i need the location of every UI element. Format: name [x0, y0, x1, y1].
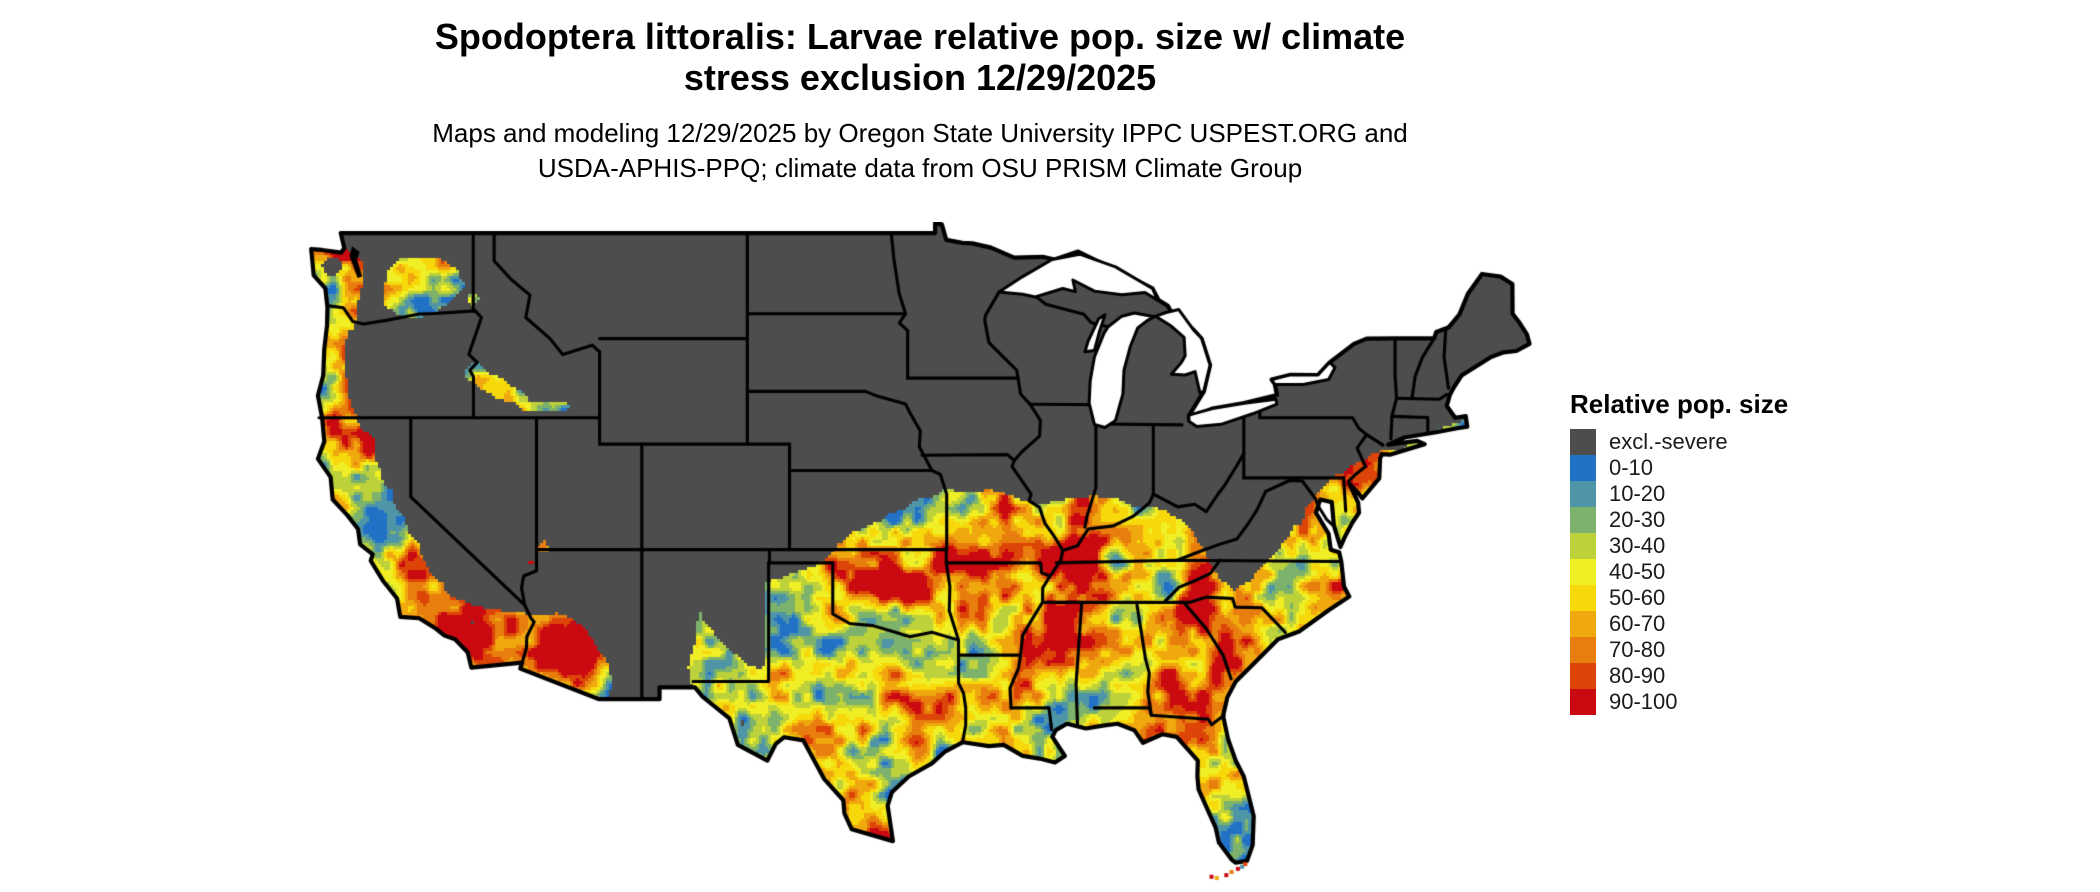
legend-swatch — [1570, 559, 1596, 585]
legend-item: 0-10 — [1570, 455, 1870, 481]
legend-label: excl.-severe — [1609, 429, 1728, 454]
legend-title: Relative pop. size — [1570, 389, 1789, 419]
legend-label: 50-60 — [1609, 585, 1666, 610]
legend-item: 90-100 — [1570, 689, 1870, 715]
legend-label: 40-50 — [1609, 559, 1666, 584]
conus-map — [300, 222, 1540, 890]
map-title: Spodoptera littoralis: Larvae relative p… — [434, 16, 1406, 98]
legend-item: 80-90 — [1570, 663, 1870, 689]
legend-item: 20-30 — [1570, 507, 1870, 533]
legend-label: 70-80 — [1609, 637, 1666, 662]
legend-swatch — [1570, 429, 1596, 455]
legend: Relative pop. size excl.-severe 0-10 10-20… — [1570, 390, 1870, 715]
legend-swatch — [1570, 533, 1596, 559]
legend-swatch — [1570, 689, 1596, 715]
legend-swatch — [1570, 585, 1596, 611]
legend-item: 10-20 — [1570, 481, 1870, 507]
legend-item: 60-70 — [1570, 611, 1870, 637]
legend-label: 0-10 — [1609, 455, 1654, 480]
legend-item: 70-80 — [1570, 637, 1870, 663]
legend-label: 60-70 — [1609, 611, 1666, 636]
legend-item: 40-50 — [1570, 559, 1870, 585]
legend-swatch — [1570, 637, 1596, 663]
legend-item: excl.-severe — [1570, 429, 1870, 455]
legend-label: 30-40 — [1609, 533, 1666, 558]
map-subtitle: Maps and modeling 12/29/2025 by Oregon S… — [432, 118, 1408, 183]
legend-swatch — [1570, 611, 1596, 637]
legend-item: 50-60 — [1570, 585, 1870, 611]
legend-items: excl.-severe 0-10 10-20 20-30 30-40 40-50 50-6… — [1570, 429, 1870, 715]
legend-swatch — [1570, 455, 1596, 481]
legend-label: 80-90 — [1609, 663, 1666, 688]
legend-label: 90-100 — [1609, 689, 1678, 714]
legend-label: 10-20 — [1609, 481, 1666, 506]
legend-label: 20-30 — [1609, 507, 1666, 532]
legend-item: 30-40 — [1570, 533, 1870, 559]
legend-swatch — [1570, 481, 1596, 507]
legend-swatch — [1570, 663, 1596, 689]
legend-swatch — [1570, 507, 1596, 533]
map-canvas — [300, 222, 1540, 890]
